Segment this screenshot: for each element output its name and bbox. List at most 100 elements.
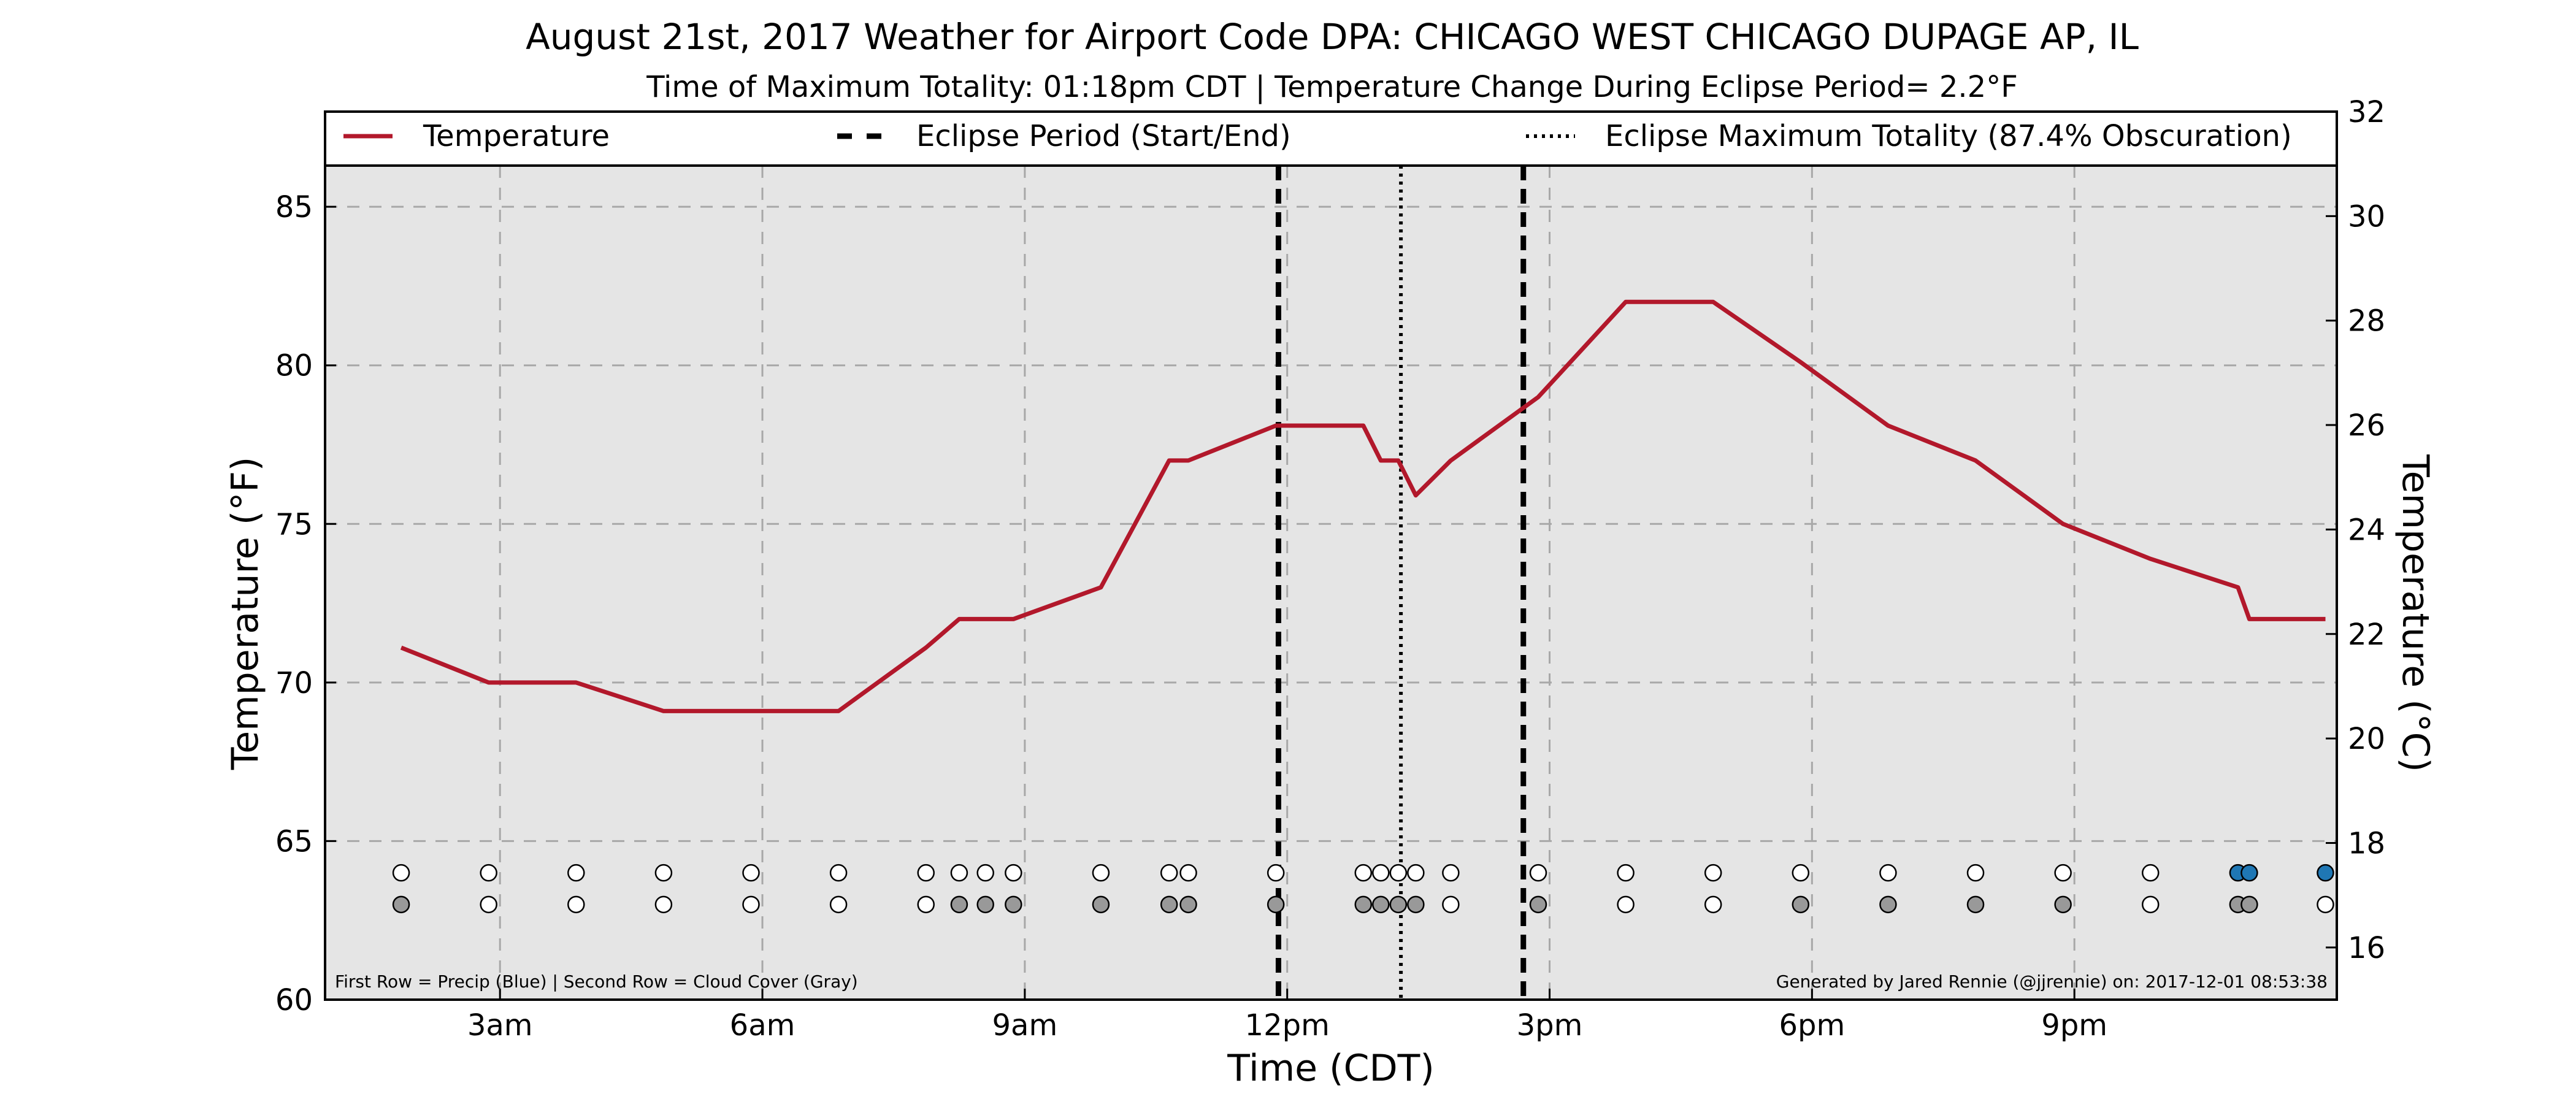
eclipse-lines — [1275, 166, 1527, 1000]
grid-lines — [325, 166, 2337, 1000]
chart-title: August 21st, 2017 Weather for Airport Co… — [526, 16, 2139, 58]
cloud-dot — [392, 895, 410, 914]
x-tick-label: 9pm — [2041, 1008, 2107, 1043]
precip-dot — [2241, 864, 2258, 882]
precip-dot — [1966, 864, 1985, 882]
precip-dot — [976, 864, 994, 882]
x-tick-label: 12pm — [1245, 1008, 1330, 1043]
precip-dot — [742, 864, 760, 882]
cloud-dot — [1389, 895, 1408, 914]
precip-dot — [2054, 864, 2072, 882]
cloud-dot — [2141, 895, 2160, 914]
x-tick-label: 3am — [467, 1008, 533, 1043]
cloud-dot — [1407, 895, 1425, 914]
y-right-tick-label: 18 — [2348, 826, 2385, 860]
cloud-dot — [1354, 895, 1373, 914]
precip-dot — [2141, 864, 2160, 882]
temperature-series — [400, 299, 2326, 713]
legend: Temperature Eclipse Period (Start/End) E… — [343, 119, 2292, 153]
cloud-dot — [829, 895, 848, 914]
cloud-dot — [1792, 895, 1810, 914]
x-tick-label: 6am — [730, 1008, 795, 1043]
plot-background — [325, 166, 2337, 1000]
precip-dot — [1267, 864, 1285, 882]
x-tick-label: 3pm — [1517, 1008, 1583, 1043]
legend-label-eclipse-max: Eclipse Maximum Totality (87.4% Obscurat… — [1605, 119, 2292, 153]
observation-dots — [392, 864, 2334, 914]
footnote-left: First Row = Precip (Blue) | Second Row =… — [335, 971, 858, 992]
precip-dot — [1354, 864, 1373, 882]
y-right-tick-label: 24 — [2348, 513, 2385, 547]
precip-dot — [654, 864, 673, 882]
precip-dot — [1389, 864, 1408, 882]
cloud-dot — [1617, 895, 1635, 914]
legend-label-eclipse-period: Eclipse Period (Start/End) — [916, 119, 1291, 153]
x-axis-ticks: 3am 6am 9am 12pm 3pm 6pm 9pm — [467, 989, 2107, 1043]
y-left-tick-label: 85 — [275, 190, 313, 224]
cloud-dot — [1267, 895, 1285, 914]
legend-label-temperature: Temperature — [423, 119, 610, 153]
precip-dot — [829, 864, 848, 882]
y-right-tick-label: 16 — [2348, 931, 2385, 965]
y-right-tick-label: 26 — [2348, 408, 2385, 443]
cloud-dot — [1179, 895, 1197, 914]
precip-dot — [1407, 864, 1425, 882]
x-tick-label: 6pm — [1779, 1008, 1845, 1043]
cloud-dot — [976, 895, 994, 914]
y-right-tick-label: 22 — [2348, 618, 2385, 652]
cloud-dot — [480, 895, 497, 914]
cloud-dot — [1966, 895, 1985, 914]
precip-dot — [1092, 864, 1110, 882]
x-axis-label: Time (CDT) — [1227, 1047, 1434, 1090]
cloud-dot — [742, 895, 760, 914]
y-axis-right-label: Temperature (°C) — [2394, 454, 2437, 772]
y-left-tick-label: 75 — [275, 507, 313, 542]
cloud-dot — [2317, 895, 2334, 914]
precip-dot — [917, 864, 935, 882]
cloud-dot — [1092, 895, 1110, 914]
cloud-dot — [2241, 895, 2258, 914]
cloud-dot — [917, 895, 935, 914]
precip-dot — [1160, 864, 1178, 882]
temperature-line — [400, 299, 2326, 713]
y-right-tick-label: 28 — [2348, 304, 2385, 339]
cloud-dot — [567, 895, 585, 914]
precip-dot — [950, 864, 968, 882]
precip-dot — [1617, 864, 1635, 882]
precip-dot — [1704, 864, 1722, 882]
precip-dot — [1442, 864, 1460, 882]
plot-frame — [324, 110, 2338, 1001]
precip-dot — [1179, 864, 1197, 882]
precip-dot — [1005, 864, 1022, 882]
precip-dot — [567, 864, 585, 882]
cloud-dot — [1372, 895, 1390, 914]
cloud-dot — [1160, 895, 1178, 914]
y-axis-left-ticks: 60 65 70 75 80 85 — [275, 190, 336, 1017]
cloud-dot — [1529, 895, 1547, 914]
precip-dot — [1372, 864, 1390, 882]
cloud-dot — [1442, 895, 1460, 914]
y-axis-left-label: Temperature (°F) — [224, 457, 267, 770]
y-right-tick-label: 20 — [2348, 722, 2385, 756]
x-tick-label: 9am — [992, 1008, 1058, 1043]
cloud-dot — [1879, 895, 1897, 914]
cloud-dot — [1704, 895, 1722, 914]
cloud-dot — [1005, 895, 1022, 914]
y-axis-right-ticks: 16 18 20 22 24 26 28 30 32 — [2326, 95, 2385, 965]
footnote-right: Generated by Jared Rennie (@jjrennie) on… — [1776, 971, 2328, 992]
y-left-tick-label: 65 — [275, 824, 313, 859]
y-left-tick-label: 60 — [275, 983, 313, 1017]
y-left-tick-label: 70 — [275, 666, 313, 700]
precip-dot — [392, 864, 410, 882]
chart-subtitle: Time of Maximum Totality: 01:18pm CDT | … — [646, 70, 2018, 104]
y-right-tick-label: 30 — [2348, 199, 2385, 234]
precip-dot — [1792, 864, 1810, 882]
y-right-tick-label: 32 — [2348, 95, 2385, 129]
precip-dot — [1879, 864, 1897, 882]
y-left-tick-label: 80 — [275, 349, 313, 383]
cloud-dot — [654, 895, 673, 914]
precip-dot — [2317, 864, 2334, 882]
precip-dot — [480, 864, 497, 882]
